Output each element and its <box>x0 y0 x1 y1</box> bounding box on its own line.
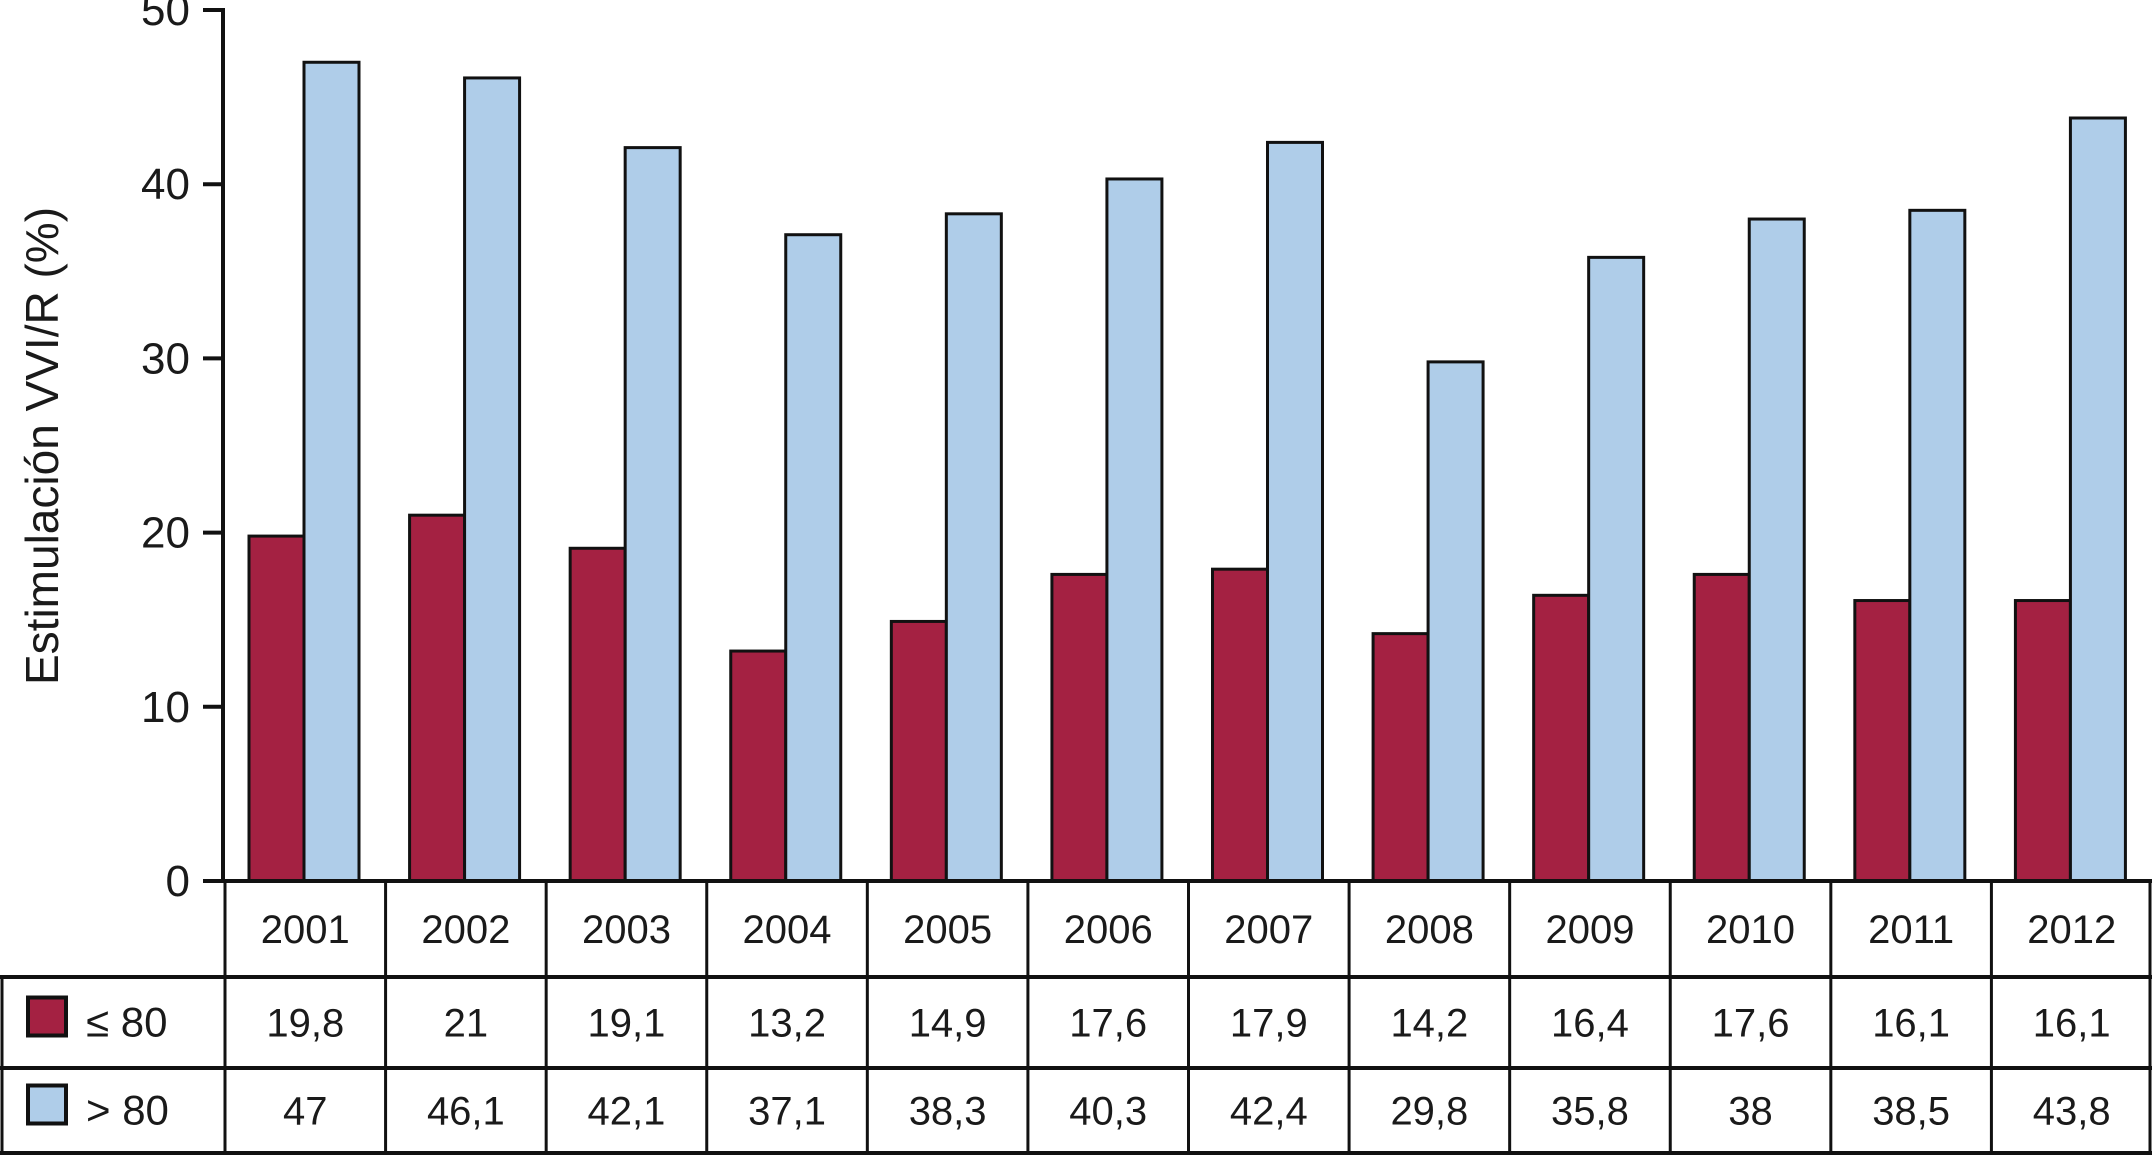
year-label-2012: 2012 <box>2027 908 2116 952</box>
bar-gt-80-2002 <box>463 76 522 883</box>
bar-le-80-2001 <box>247 534 306 883</box>
value-le-80-2001: 19,8 <box>266 1002 344 1046</box>
year-label-2011: 2011 <box>1868 908 1954 952</box>
bar-gt-80-2003 <box>623 146 682 883</box>
year-label-2006: 2006 <box>1064 908 1153 952</box>
axes-group: 0 10 20 30 40 50 <box>141 0 2152 906</box>
bar-le-80-2003 <box>568 546 627 883</box>
bar-gt-80-2008 <box>1426 360 1485 883</box>
value-gt-80-2007: 42,4 <box>1230 1090 1308 1134</box>
y-axis-label: Estimulación VVI/R (%) <box>16 207 68 685</box>
value-le-80-2011: 16,1 <box>1872 1002 1950 1046</box>
value-le-80-2005: 14,9 <box>909 1002 987 1046</box>
bar-le-80-2006 <box>1050 572 1109 883</box>
y-tick-label-40: 40 <box>141 160 190 209</box>
y-tick-label-20: 20 <box>141 509 190 558</box>
value-le-80-2004: 13,2 <box>748 1002 826 1046</box>
value-gt-80-2010: 38 <box>1728 1090 1773 1134</box>
value-gt-80-2001: 47 <box>283 1090 328 1134</box>
value-le-80-2002: 21 <box>444 1002 489 1046</box>
bar-le-80-2012 <box>2013 599 2072 883</box>
value-le-80-2008: 14,2 <box>1390 1002 1468 1046</box>
year-label-2001: 2001 <box>261 908 350 952</box>
bars-group <box>247 60 2127 883</box>
bar-gt-80-2001 <box>302 60 361 883</box>
y-tick-label-50: 50 <box>141 0 190 35</box>
bar-le-80-2011 <box>1853 599 1912 883</box>
legend-label-le-80: ≤ 80 <box>86 999 167 1046</box>
value-le-80-2009: 16,4 <box>1551 1002 1629 1046</box>
value-gt-80-2012: 43,8 <box>2033 1090 2111 1134</box>
bar-le-80-2005 <box>889 619 948 883</box>
year-label-2010: 2010 <box>1706 908 1795 952</box>
data-table: 2001 2002 2003 2004 2005 2006 2007 2008 2009 2010… <box>0 881 2152 1155</box>
bar-gt-80-2006 <box>1105 177 1164 883</box>
value-gt-80-2002: 46,1 <box>427 1090 505 1134</box>
legend-label-gt-80: > 80 <box>86 1087 169 1134</box>
value-gt-80-2008: 29,8 <box>1390 1090 1468 1134</box>
year-label-2008: 2008 <box>1385 908 1474 952</box>
bar-gt-80-2011 <box>1908 208 1967 883</box>
bar-gt-80-2004 <box>784 233 843 883</box>
year-label-2005: 2005 <box>903 908 992 952</box>
value-gt-80-2003: 42,1 <box>588 1090 666 1134</box>
value-gt-80-2005: 38,3 <box>909 1090 987 1134</box>
value-gt-80-2004: 37,1 <box>748 1090 826 1134</box>
year-label-2007: 2007 <box>1224 908 1313 952</box>
bar-le-80-2002 <box>408 513 467 883</box>
year-label-2003: 2003 <box>582 908 671 952</box>
value-le-80-2012: 16,1 <box>2033 1002 2111 1046</box>
value-le-80-2010: 17,6 <box>1712 1002 1790 1046</box>
legend-swatch-gt-80 <box>26 1083 68 1126</box>
year-label-2009: 2009 <box>1545 908 1634 952</box>
bar-le-80-2004 <box>729 649 788 883</box>
y-tick-label-10: 10 <box>141 683 190 732</box>
y-tick-label-30: 30 <box>141 334 190 383</box>
value-le-80-2007: 17,9 <box>1230 1002 1308 1046</box>
bar-gt-80-2005 <box>944 212 1003 883</box>
year-label-2004: 2004 <box>743 908 832 952</box>
bar-le-80-2010 <box>1692 572 1751 883</box>
value-le-80-2006: 17,6 <box>1069 1002 1147 1046</box>
bar-gt-80-2012 <box>2068 116 2127 883</box>
bar-gt-80-2009 <box>1587 255 1646 883</box>
bar-le-80-2008 <box>1371 632 1430 883</box>
y-tick-label-0: 0 <box>166 857 190 906</box>
legend-swatch-le-80 <box>26 995 68 1038</box>
bar-le-80-2007 <box>1211 567 1269 883</box>
bar-gt-80-2007 <box>1266 140 1324 883</box>
value-gt-80-2006: 40,3 <box>1069 1090 1147 1134</box>
value-gt-80-2011: 38,5 <box>1872 1090 1950 1134</box>
year-label-2002: 2002 <box>421 908 510 952</box>
bar-le-80-2009 <box>1532 593 1591 883</box>
value-gt-80-2009: 35,8 <box>1551 1090 1629 1134</box>
value-le-80-2003: 19,1 <box>588 1002 666 1046</box>
bar-gt-80-2010 <box>1747 217 1806 883</box>
